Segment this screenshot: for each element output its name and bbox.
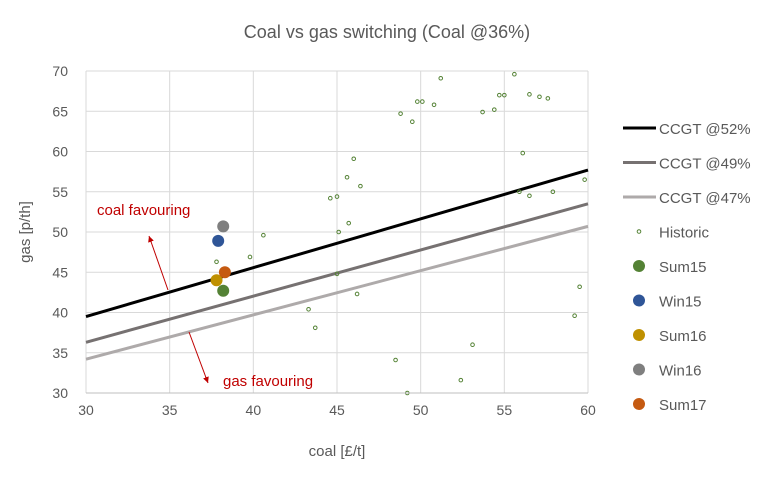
- historic-point: [346, 220, 352, 226]
- x-tick-label: 40: [246, 402, 262, 418]
- legend: CCGT @52% CCGT @49% CCGT @47% Historic Sum15…: [623, 121, 751, 414]
- y-tick-label: 35: [52, 345, 68, 361]
- y-tick-label: 40: [52, 305, 68, 321]
- season-point-win16: [217, 220, 230, 233]
- historic-point: [354, 291, 360, 297]
- historic-point: [431, 102, 437, 108]
- historic-point: [458, 377, 464, 383]
- ccgt-line: [85, 202, 589, 344]
- historic-point: [351, 156, 357, 162]
- historic-point: [480, 109, 485, 115]
- historic-point: [527, 193, 532, 199]
- historic-point: [497, 92, 502, 98]
- legend-label: Sum15: [659, 259, 707, 276]
- historic-point: [545, 96, 551, 101]
- legend-label: CCGT @47%: [659, 190, 751, 207]
- legend-label: Win15: [659, 294, 702, 311]
- historic-point: [306, 306, 311, 312]
- chart-title: Coal vs gas switching (Coal @36%): [244, 22, 530, 42]
- y-tick-label: 65: [52, 103, 68, 119]
- x-tick-label: 60: [580, 402, 596, 418]
- arrow-gas: [188, 331, 209, 384]
- x-tick-label: 45: [329, 402, 345, 418]
- historic-point: [312, 325, 318, 331]
- historic-point: [572, 313, 577, 319]
- season-point-sum16: [210, 274, 223, 287]
- historic-point: [438, 75, 444, 81]
- annotations: coal favouring gas favouring: [97, 202, 313, 390]
- historic-point: [550, 189, 556, 195]
- y-tick-label: 55: [52, 184, 68, 200]
- y-tick-label: 70: [52, 63, 68, 79]
- historic-point: [537, 94, 542, 100]
- legend-marker: [633, 398, 645, 410]
- historic-point: [358, 183, 363, 189]
- historic-point: [512, 71, 517, 77]
- historic-point: [334, 194, 340, 199]
- grid: [85, 70, 589, 394]
- lines: [85, 168, 589, 361]
- x-tick-label: 50: [413, 402, 429, 418]
- legend-label: Sum17: [659, 397, 707, 414]
- historic-point: [247, 254, 253, 260]
- historic-point: [334, 271, 340, 277]
- legend-label: Win16: [659, 363, 702, 380]
- historic-point: [527, 92, 532, 97]
- historic-point: [517, 189, 522, 195]
- y-tick-label: 30: [52, 385, 68, 401]
- historic-point: [214, 259, 219, 265]
- x-tick-label: 35: [162, 402, 178, 418]
- historic-point: [261, 232, 266, 238]
- historic-point: [336, 229, 341, 235]
- legend-marker: [633, 294, 645, 307]
- season-point-sum15: [217, 284, 230, 297]
- legend-marker: [633, 363, 645, 376]
- points: [210, 71, 587, 396]
- season-point-sum17: [218, 266, 231, 279]
- axes: 30 35 40 45 50 55 60 30 35 40 45 50 55 60 65 70: [52, 63, 596, 418]
- legend-label: CCGT @49%: [659, 156, 751, 173]
- historic-point: [420, 99, 425, 104]
- legend-marker: [633, 260, 645, 272]
- y-tick-label: 45: [52, 264, 68, 280]
- y-tick-label: 50: [52, 224, 68, 240]
- historic-point: [328, 195, 333, 201]
- legend-marker: [633, 329, 645, 341]
- annotation-gas-favouring: gas favouring: [223, 373, 313, 390]
- historic-point: [410, 119, 415, 125]
- legend-label: CCGT @52%: [659, 121, 751, 138]
- y-tick-label: 60: [52, 144, 68, 160]
- annotation-coal-favouring: coal favouring: [97, 202, 190, 219]
- historic-point: [393, 357, 398, 363]
- x-axis-label: coal [£/t]: [309, 443, 366, 460]
- historic-point: [470, 342, 475, 348]
- historic-point: [491, 107, 497, 112]
- legend-label: Historic: [659, 225, 710, 242]
- legend-label: Sum16: [659, 328, 707, 345]
- historic-point: [520, 150, 526, 156]
- y-axis-label: gas [p/th]: [17, 201, 34, 263]
- historic-point: [582, 177, 587, 182]
- historic-point: [344, 174, 350, 180]
- x-tick-label: 30: [78, 402, 94, 418]
- historic-point: [502, 92, 507, 98]
- legend-marker-historic: [636, 229, 642, 234]
- ccgt-line: [85, 224, 589, 361]
- x-tick-label: 55: [497, 402, 513, 418]
- season-point-win15: [212, 234, 225, 247]
- historic-point: [398, 111, 403, 116]
- arrow-coal: [148, 235, 169, 291]
- historic-point: [415, 99, 420, 104]
- ccgt-line: [85, 168, 589, 318]
- historic-point: [577, 284, 582, 290]
